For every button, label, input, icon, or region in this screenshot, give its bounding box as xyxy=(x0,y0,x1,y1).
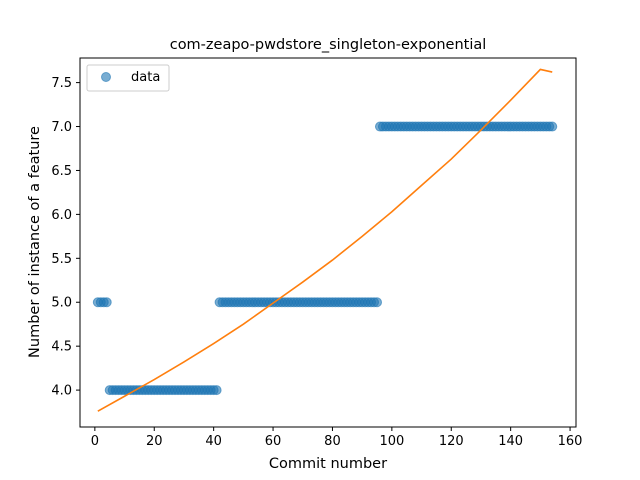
x-tick-label: 20 xyxy=(146,434,163,449)
legend-box xyxy=(86,64,170,92)
plot-frame xyxy=(79,57,577,428)
legend-label-data: data xyxy=(131,70,160,85)
legend-marker-data xyxy=(101,72,111,82)
data-layer xyxy=(92,121,558,396)
x-tick-label: 60 xyxy=(265,434,282,449)
y-tick-label: 6.5 xyxy=(51,164,72,179)
data-point xyxy=(211,385,222,396)
x-tick-label: 100 xyxy=(379,434,404,449)
x-tick-label: 160 xyxy=(558,434,583,449)
data-point xyxy=(372,297,383,308)
x-tick-label: 120 xyxy=(439,434,464,449)
x-tick-label: 40 xyxy=(205,434,222,449)
x-tick-label: 80 xyxy=(324,434,341,449)
data-point xyxy=(547,121,558,132)
y-tick-label: 4.0 xyxy=(51,384,72,399)
y-tick-label: 7.5 xyxy=(51,76,72,91)
fit-line-layer xyxy=(97,68,553,412)
data-point xyxy=(101,297,112,308)
x-axis-label: Commit number xyxy=(269,456,387,472)
y-tick-label: 5.0 xyxy=(51,296,72,311)
x-axis: 0 20 40 60 80 100 120 140 160 xyxy=(91,427,583,449)
y-tick-label: 6.0 xyxy=(51,208,72,223)
y-tick-label: 7.0 xyxy=(51,120,72,135)
chart-title: com-zeapo-pwdstore_singleton-exponential xyxy=(170,37,487,53)
y-tick-label: 5.5 xyxy=(51,252,72,267)
x-tick-label: 0 xyxy=(91,434,99,449)
fit-line xyxy=(97,68,553,412)
y-tick-label: 4.5 xyxy=(51,340,72,355)
legend: data xyxy=(86,64,170,92)
x-tick-label: 140 xyxy=(498,434,523,449)
y-axis: 4.0 4.5 5.0 5.5 6.0 6.5 7.0 7.5 xyxy=(51,76,80,399)
y-axis-label: Number of instance of a feature xyxy=(27,126,43,358)
